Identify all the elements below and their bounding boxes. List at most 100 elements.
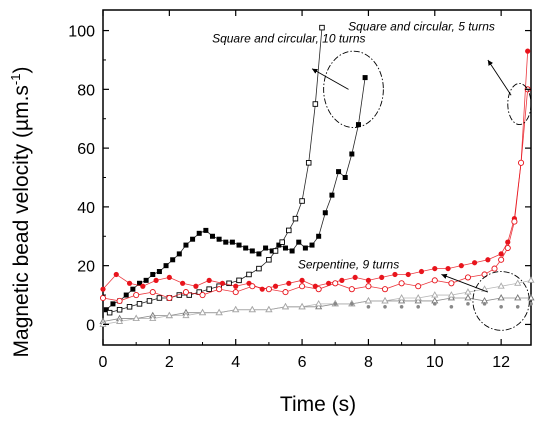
annotation-arrow [441, 273, 489, 293]
y-tick-label: 60 [77, 141, 95, 158]
data-point [305, 160, 312, 166]
data-point [256, 251, 262, 257]
data-point [226, 280, 232, 287]
y-tick-label: 40 [77, 200, 95, 217]
data-point [525, 48, 531, 54]
annotation-label: Serpentine, 9 turns [298, 258, 399, 272]
data-point [99, 294, 107, 302]
data-point [365, 283, 372, 290]
data-point [190, 236, 196, 242]
data-point [156, 269, 162, 275]
data-point [381, 286, 389, 293]
data-point [206, 277, 212, 283]
data-point [315, 299, 323, 307]
series-line [102, 51, 529, 290]
data-point [312, 101, 319, 107]
data-point [265, 305, 273, 313]
annotation-arrow [487, 59, 512, 96]
data-point [364, 297, 372, 304]
tick-layer: 0 2 4 6 8 10 12 0 20 40 60 80 100 [68, 10, 531, 371]
data-point [464, 288, 472, 295]
data-point [149, 314, 157, 322]
data-point [398, 294, 406, 301]
data-point [286, 280, 292, 286]
data-point [365, 277, 372, 283]
y-axis-title-main: Magnetic bead velocity (µm.s [10, 85, 33, 357]
series-5-open-triangle-light [99, 276, 535, 327]
data-point [466, 302, 470, 306]
data-point [514, 294, 522, 301]
data-point [136, 301, 143, 307]
annotation-2: Serpentine, 9 turns [298, 258, 530, 331]
highlight-ellipse [323, 50, 384, 128]
x-tick-label: 0 [99, 354, 108, 371]
y-tick-label: 0 [86, 317, 95, 334]
data-point [163, 263, 169, 269]
data-point [296, 239, 302, 245]
data-point [165, 311, 173, 319]
annotation-label: Square and circular, 10 turns [212, 31, 365, 45]
data-point [464, 274, 472, 281]
data-point [198, 308, 207, 316]
data-point [381, 297, 389, 304]
data-point [332, 280, 339, 287]
series-3-open-circle [99, 86, 531, 304]
data-point [263, 245, 269, 251]
data-point [199, 291, 206, 299]
data-point [329, 192, 335, 198]
data-point [132, 314, 140, 322]
y-axis-title: Magnetic bead velocity (µm.s-1) [8, 67, 33, 358]
data-point [149, 289, 156, 296]
data-point [458, 263, 464, 269]
data-point [183, 242, 189, 248]
data-point [366, 304, 371, 309]
data-point [232, 305, 240, 313]
data-point [431, 277, 438, 284]
data-point [326, 280, 332, 286]
y-tick-label: 20 [77, 259, 95, 276]
highlight-ellipse [507, 83, 532, 126]
data-point [445, 265, 451, 272]
data-point [248, 305, 256, 313]
data-point [491, 265, 498, 272]
data-point [299, 277, 305, 283]
x-tick-label: 10 [426, 354, 444, 371]
series-4-open-triangle [99, 294, 535, 324]
x-tick-label: 2 [165, 354, 174, 371]
data-point [246, 271, 252, 278]
data-point [156, 295, 163, 301]
highlight-ellipse [472, 271, 530, 331]
data-point [333, 302, 338, 306]
data-point [106, 309, 113, 316]
data-point [153, 277, 159, 283]
data-point [485, 257, 491, 263]
data-point [319, 24, 325, 31]
data-point [355, 122, 361, 128]
series-0-filled-square [103, 75, 368, 313]
data-point [299, 198, 305, 204]
data-point [166, 294, 173, 302]
data-point [379, 274, 385, 281]
data-point [232, 289, 239, 296]
data-point [193, 283, 199, 289]
data-point [236, 277, 242, 284]
series-2-filled-circle [100, 48, 531, 292]
data-point [133, 291, 140, 299]
series-line [106, 77, 366, 311]
data-point [256, 265, 262, 272]
data-point [418, 268, 425, 275]
series-6-gray-dot [333, 302, 533, 309]
annotation-0: Square and circular, 10 turns [212, 31, 384, 128]
data-point [126, 280, 133, 286]
data-point [529, 302, 533, 306]
data-point [298, 302, 306, 310]
data-point [116, 317, 124, 324]
series-layer [99, 24, 535, 327]
data-point [342, 175, 348, 180]
data-point [266, 257, 272, 263]
plot-frame [102, 9, 532, 346]
data-point [170, 257, 176, 263]
data-point [289, 248, 295, 254]
data-point [249, 283, 256, 290]
data-point [336, 169, 342, 175]
